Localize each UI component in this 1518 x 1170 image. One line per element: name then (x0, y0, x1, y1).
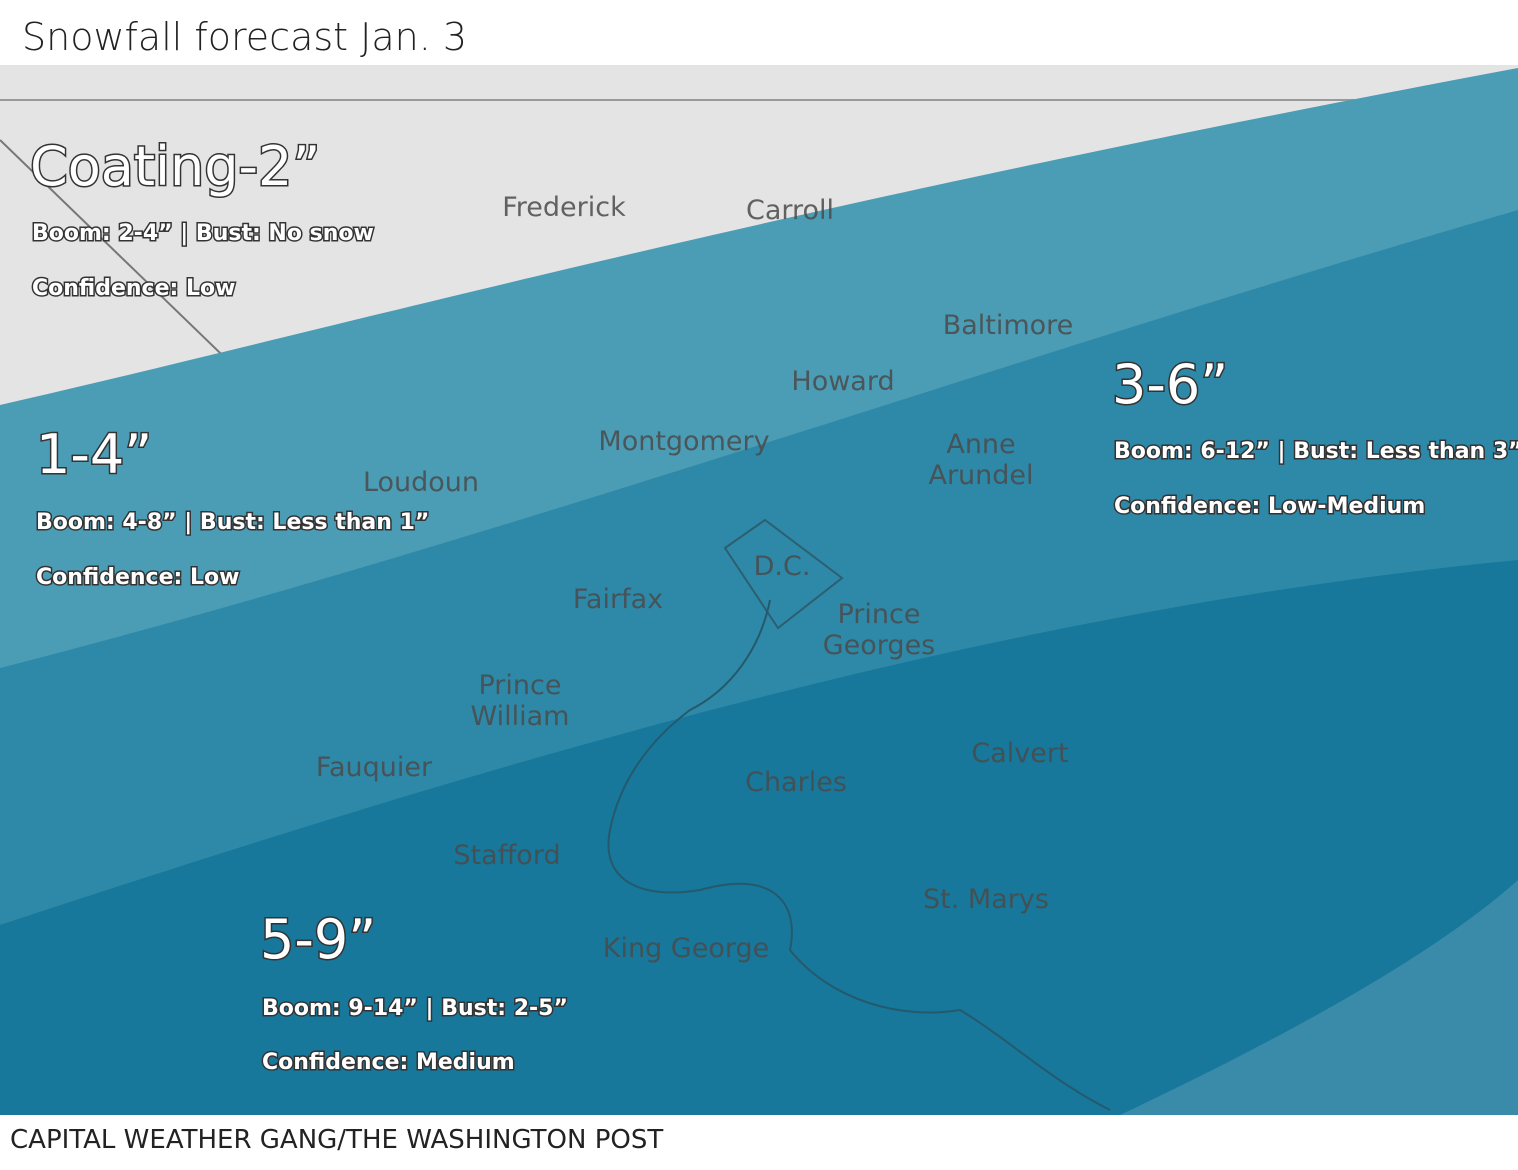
zone-amount: Coating-2” (30, 135, 320, 198)
place-label: D.C. (754, 551, 811, 582)
place-label: Arundel (928, 460, 1033, 491)
place-label: King George (603, 933, 769, 964)
zone-amount: 5-9” (260, 908, 376, 971)
place-label: Loudoun (363, 467, 479, 498)
zone-confidence: Confidence: Low (32, 276, 235, 301)
title: Snowfall forecast Jan. 3 (22, 15, 467, 59)
zone-boom-bust: Boom: 6-12” | Bust: Less than 3” (1114, 439, 1518, 464)
place-label: St. Marys (923, 884, 1049, 915)
place-label: Calvert (971, 738, 1068, 769)
place-label: Montgomery (598, 426, 769, 457)
zone-confidence: Confidence: Low (36, 565, 239, 590)
zone-boom-bust: Boom: 9-14” | Bust: 2-5” (262, 996, 568, 1021)
zone-boom-bust: Boom: 4-8” | Bust: Less than 1” (36, 510, 429, 535)
place-label: Fairfax (573, 584, 663, 615)
zone-confidence: Confidence: Medium (262, 1050, 515, 1075)
place-label: Georges (823, 630, 936, 661)
place-label: Howard (791, 366, 894, 397)
place-label: Prince (838, 599, 921, 630)
place-label: William (471, 701, 570, 732)
map (0, 65, 1518, 1115)
place-label: Frederick (502, 192, 626, 223)
place-label: Anne (946, 429, 1015, 460)
place-label: Charles (745, 767, 847, 798)
zone-amount: 1-4” (36, 423, 152, 486)
zone-labels: Coating-2” Boom: 2-4” | Bust: No snow Co… (29, 134, 1518, 1077)
place-label: Stafford (453, 840, 560, 871)
place-label: Carroll (746, 195, 834, 226)
zone-amount: 3-6” (1112, 353, 1228, 416)
place-labels: Frederick Carroll Baltimore Howard Montg… (316, 192, 1073, 964)
place-label: Prince (479, 670, 562, 701)
credit: CAPITAL WEATHER GANG/THE WASHINGTON POST (10, 1125, 663, 1155)
zone-band-outer (1120, 880, 1518, 1115)
zone-boom-bust: Boom: 2-4” | Bust: No snow (32, 221, 374, 246)
zone-band-5-9 (0, 560, 1518, 1115)
place-label: Fauquier (316, 752, 433, 783)
zone-confidence: Confidence: Low-Medium (1114, 494, 1425, 519)
dc-border (723, 518, 844, 630)
place-label: Baltimore (943, 310, 1074, 341)
river (607, 599, 1111, 1111)
